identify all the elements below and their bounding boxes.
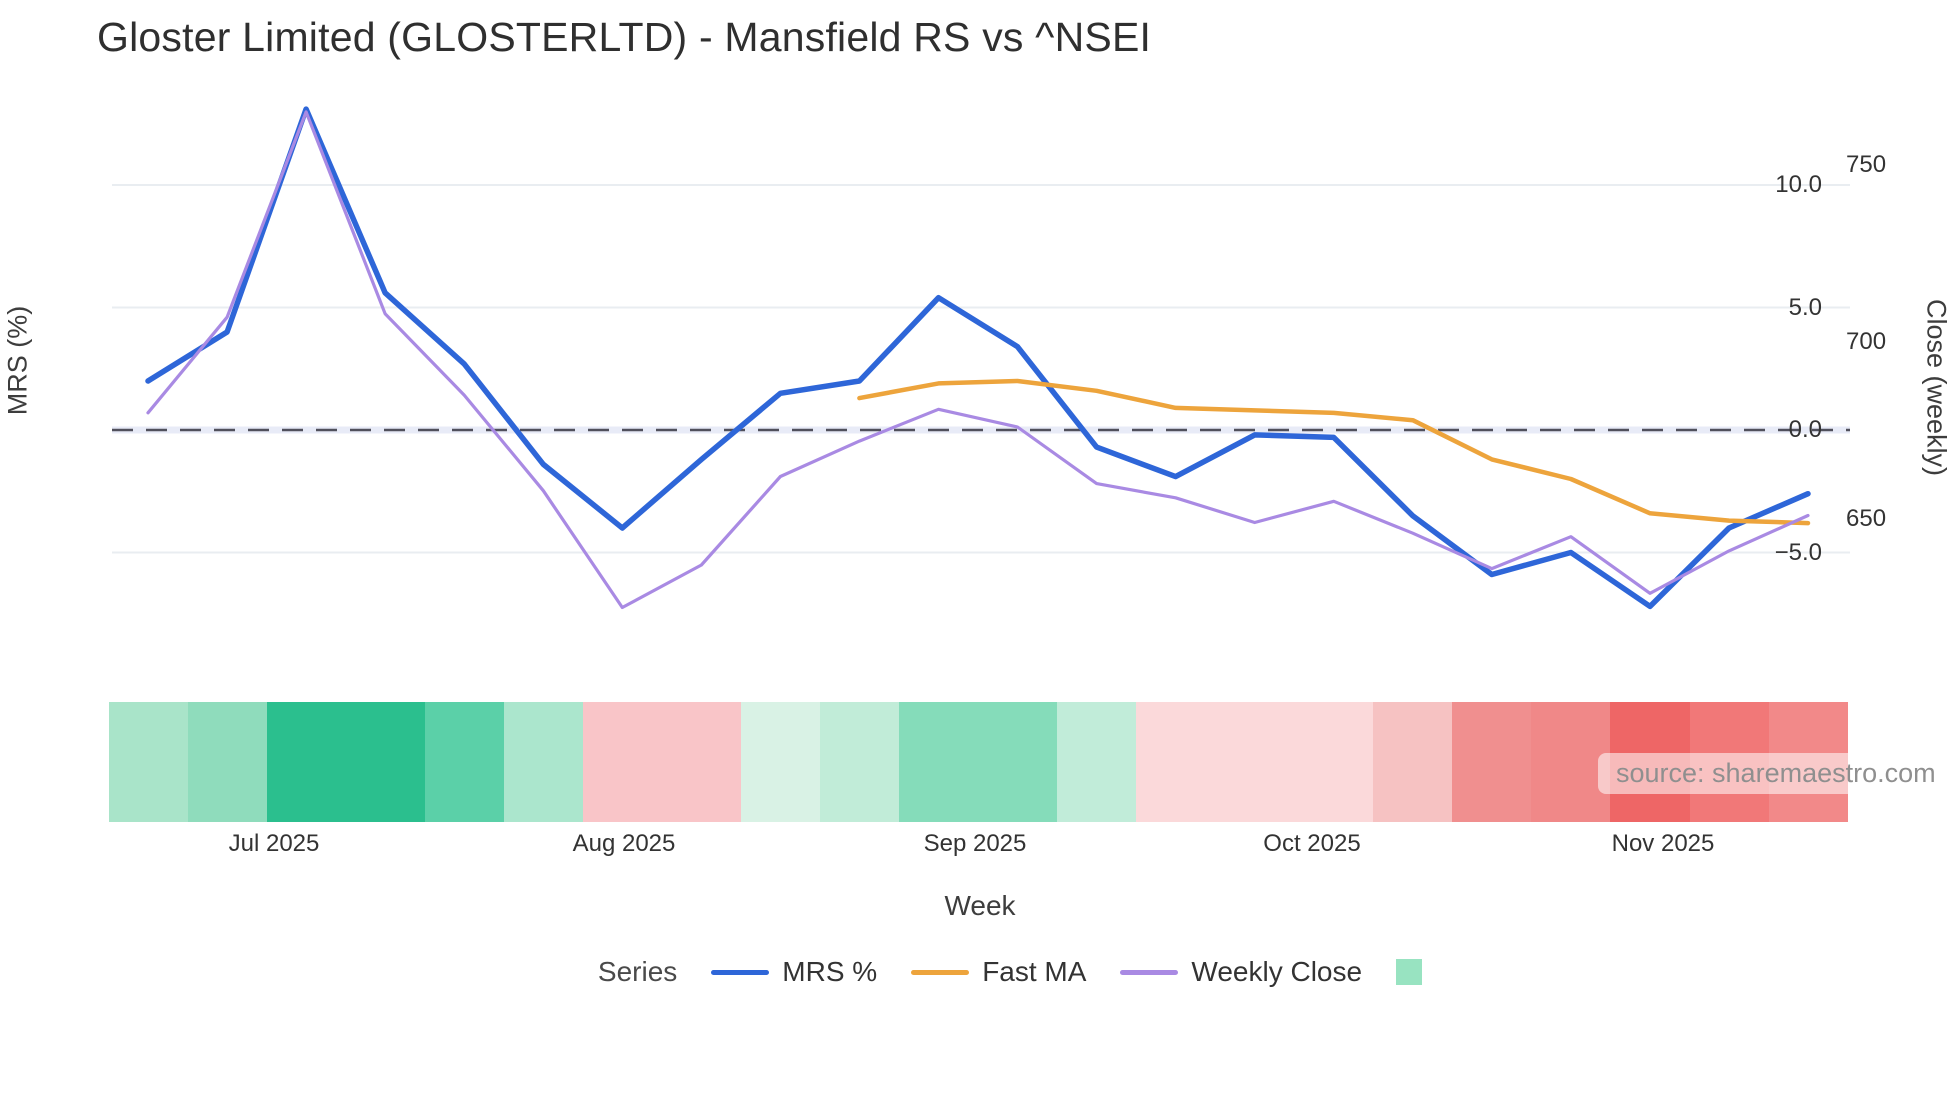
heatmap-cell: [108, 702, 189, 822]
heatmap-cell: [1452, 702, 1532, 822]
series-line-fast-ma: [857, 378, 1811, 526]
heatmap-cell: [1057, 702, 1137, 822]
heatmap-cell: [978, 702, 1058, 822]
source-watermark: source: sharemaestro.com: [1598, 753, 1954, 794]
legend-item-label: Fast MA: [982, 956, 1087, 987]
left-axis-tick-label: −5.0: [1774, 538, 1822, 566]
left-axis-tick-label: 5.0: [1788, 293, 1822, 321]
legend-line-swatch: [911, 969, 970, 975]
series-line-weekly-close: [146, 110, 1810, 610]
legend-item-weekly-close[interactable]: Weekly Close: [1120, 956, 1362, 988]
heatmap-cell: [582, 702, 663, 822]
x-axis-tick-label: Nov 2025: [1611, 830, 1715, 857]
heatmap-cell: [740, 702, 821, 822]
x-axis-title: Week: [944, 890, 1016, 921]
heatmap-cell: [661, 702, 742, 822]
heatmap-cell: [899, 702, 979, 822]
heatmap-cell: [819, 702, 900, 822]
right-axis-title: Close (weekly): [1921, 298, 1952, 477]
legend-line-swatch: [711, 969, 770, 975]
heatmap-cell: [1373, 702, 1453, 822]
chart-title: Gloster Limited (GLOSTERLTD) - Mansfield…: [97, 14, 1152, 60]
left-axis-tick-label: 0.0: [1788, 416, 1822, 443]
legend-item-heatmap[interactable]: [1396, 959, 1423, 985]
heatmap-cell: [1294, 702, 1374, 822]
left-axis-title: MRS (%): [2, 305, 33, 416]
legend-title: Series: [597, 956, 678, 987]
heatmap-cell: [424, 702, 505, 822]
right-axis-tick-label: 750: [1846, 151, 1887, 178]
legend-square-swatch: [1396, 959, 1423, 985]
heatmap-cell: [1136, 702, 1216, 822]
right-axis-tick-label: 650: [1846, 505, 1887, 532]
heatmap-cell: [187, 702, 268, 822]
legend-item-fast-ma[interactable]: Fast MA: [911, 956, 1086, 988]
x-axis-tick-label: Sep 2025: [923, 830, 1027, 857]
legend-line-swatch: [1120, 969, 1179, 975]
legend: Series MRS % Fast MA Weekly Close: [0, 956, 1960, 988]
x-axis-tick-label: Jul 2025: [228, 830, 320, 857]
heatmap-cell: [345, 702, 426, 822]
heatmap-cell: [1215, 702, 1295, 822]
x-axis-tick-label: Oct 2025: [1263, 830, 1361, 857]
series-line-mrs: [145, 106, 1811, 610]
legend-item-label: MRS %: [782, 956, 878, 987]
heatmap-cell: [1531, 702, 1612, 822]
legend-item-mrs[interactable]: MRS %: [711, 956, 877, 988]
right-axis-tick-label: 700: [1846, 328, 1887, 355]
heatmap-cell: [266, 702, 347, 822]
x-axis-tick-label: Aug 2025: [572, 830, 676, 857]
legend-item-label: Weekly Close: [1191, 956, 1363, 987]
heatmap-cell: [503, 702, 584, 822]
left-axis-tick-label: 10.0: [1775, 171, 1822, 198]
